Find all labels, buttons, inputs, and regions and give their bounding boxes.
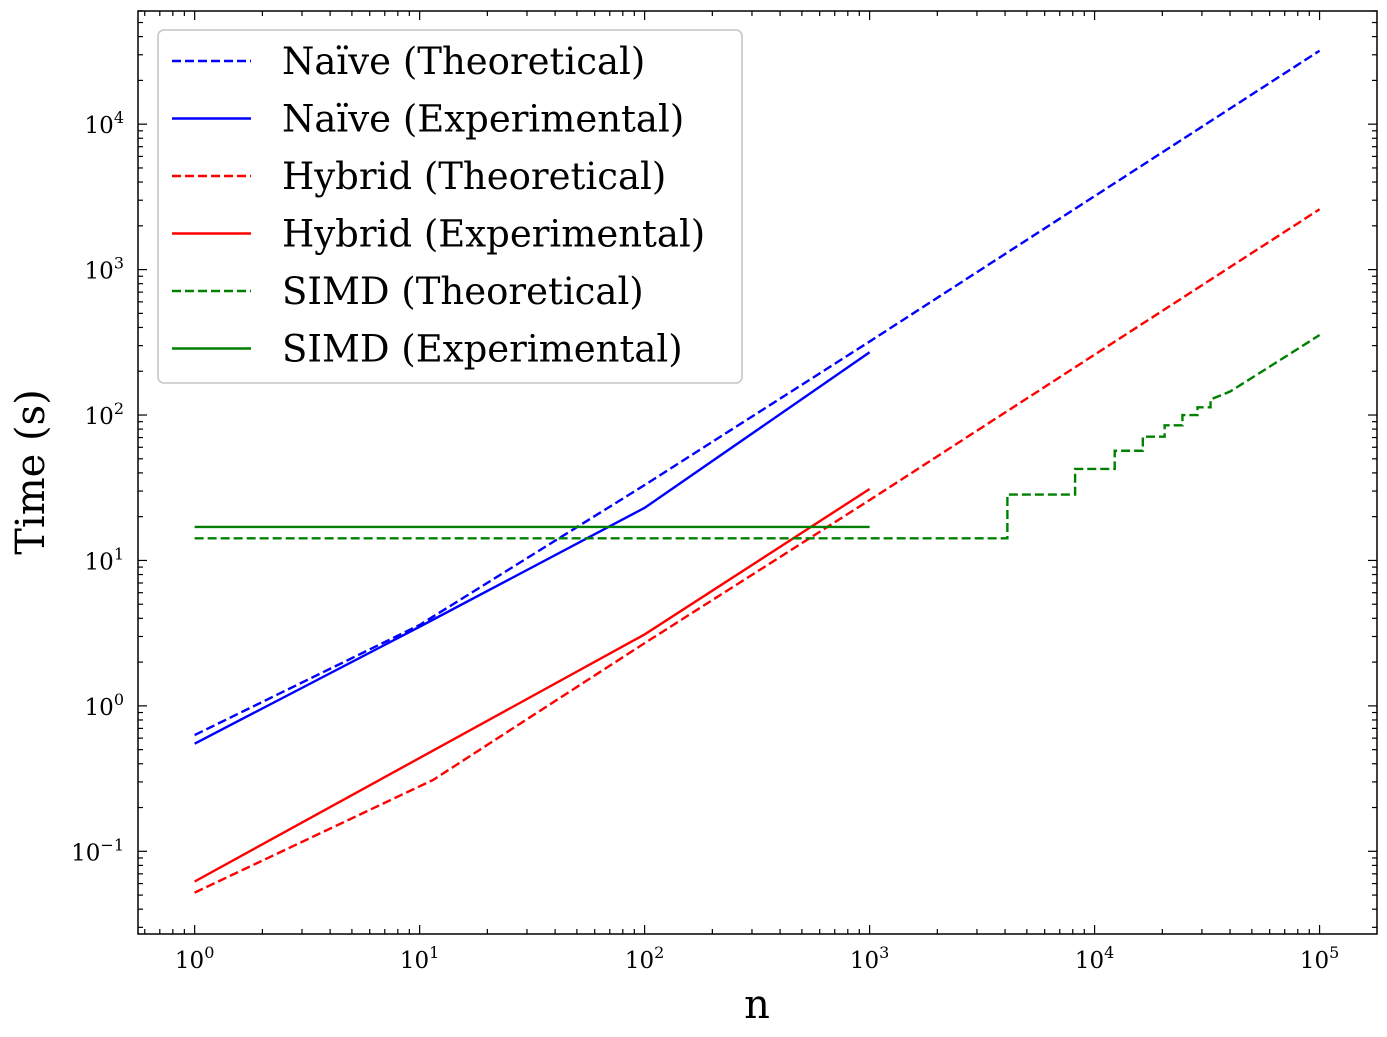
x-tick-label: 102 <box>625 943 664 974</box>
series-line-simd-theoretical <box>194 333 1321 540</box>
y-tick-label: 103 <box>85 254 124 285</box>
y-tick-label: 100 <box>85 690 124 721</box>
x-tick-label: 103 <box>850 943 889 974</box>
x-axis-label: n <box>744 982 770 1028</box>
legend-box <box>157 29 743 384</box>
legend-label-simd-experimental: SIMD (Experimental) <box>282 328 683 371</box>
y-tick-label: 101 <box>85 544 124 575</box>
y-tick-label: 104 <box>85 108 124 139</box>
series-layer <box>194 49 1321 894</box>
y-tick-label: 102 <box>85 399 124 430</box>
legend-label-simd-theoretical: SIMD (Theoretical) <box>282 270 644 313</box>
legend-label-hybrid-theoretical: Hybrid (Theoretical) <box>282 155 666 198</box>
x-tick-label: 105 <box>1300 943 1339 974</box>
x-tick-label: 104 <box>1075 943 1114 974</box>
x-tick-label: 101 <box>400 943 439 974</box>
y-axis-label: Time (s) <box>8 389 54 555</box>
legend-label-hybrid-experimental: Hybrid (Experimental) <box>282 213 705 256</box>
legend-label-naive-theoretical: Naïve (Theoretical) <box>282 40 645 83</box>
series-line-hybrid-theoretical <box>194 208 1321 894</box>
legend-label-naive-experimental: Naïve (Experimental) <box>282 98 684 141</box>
tick-layer: 100 101 102 103 104 105 10−1 100 101 102 103 104 <box>71 10 1377 974</box>
x-tick-label: 100 <box>175 943 214 974</box>
series-line-naive-theoretical <box>194 49 1321 737</box>
series-line-naive-experimental <box>194 351 871 745</box>
y-tick-label: 10−1 <box>71 835 124 866</box>
legend: Naïve (Theoretical) Naïve (Experimental) H… <box>157 29 743 384</box>
